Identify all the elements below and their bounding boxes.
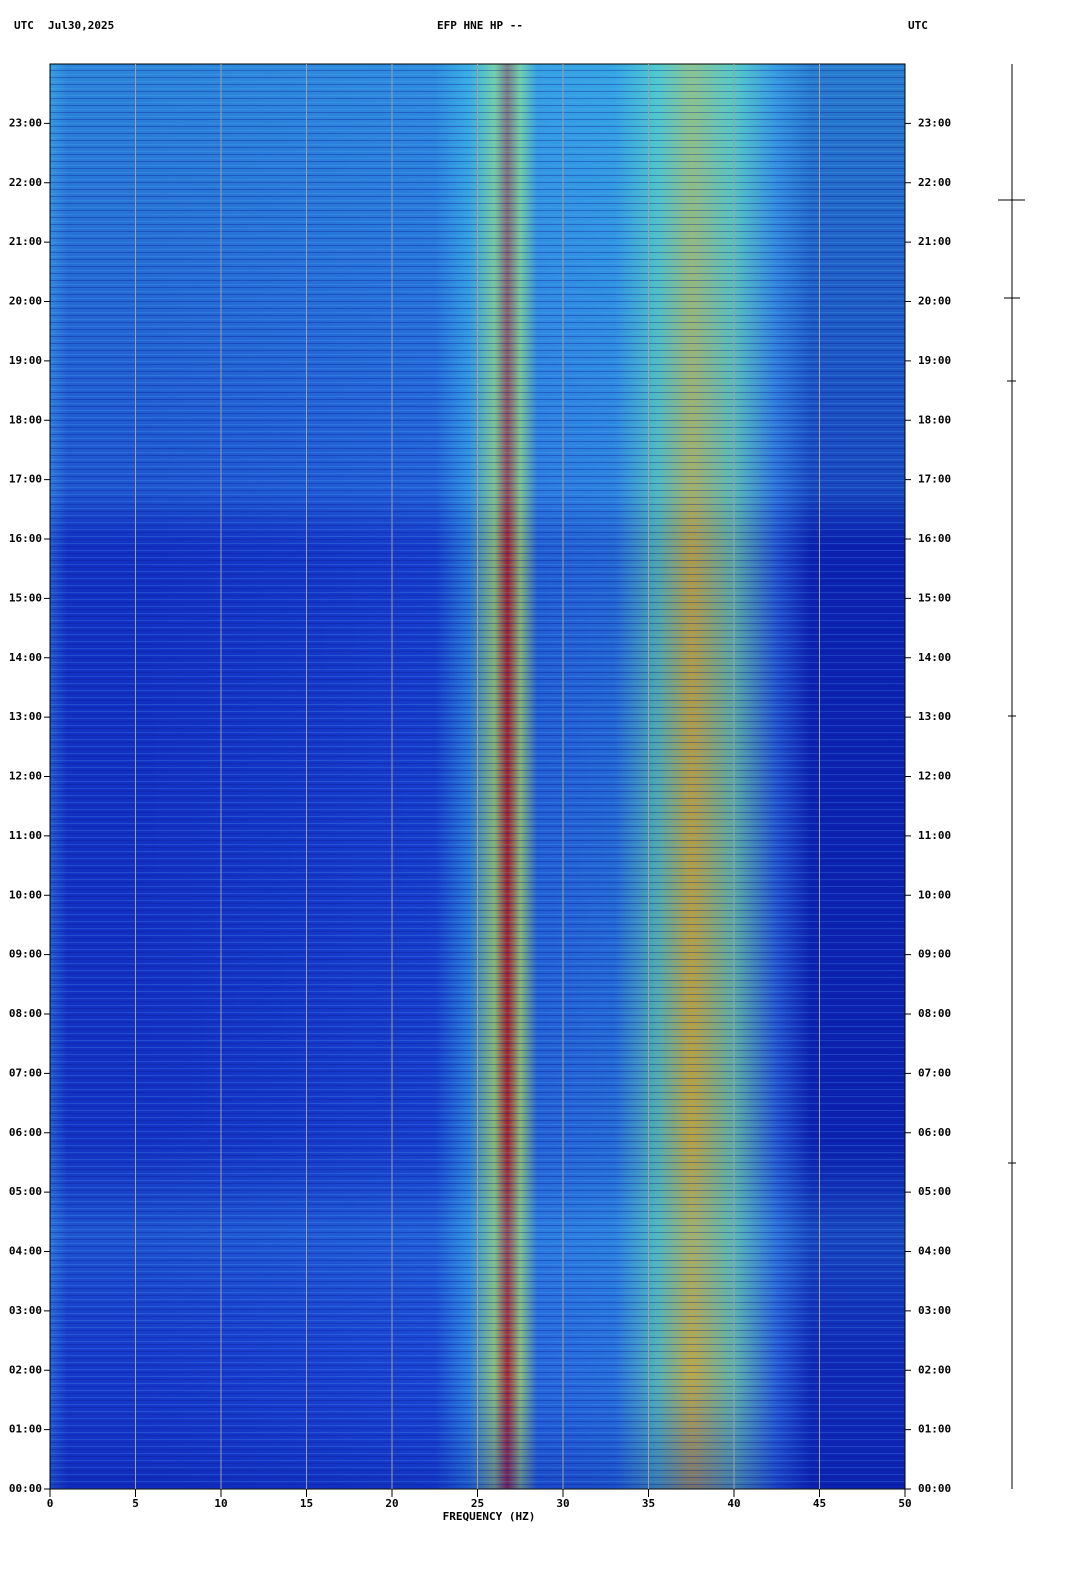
y-tick-label: 22:00 (918, 176, 951, 189)
x-tick-label: 35 (642, 1497, 655, 1510)
y-tick-label: 20:00 (918, 295, 951, 308)
y-tick-label: 11:00 (918, 829, 951, 842)
x-tick-label: 40 (727, 1497, 740, 1510)
y-tick-label: 16:00 (918, 532, 951, 545)
y-tick-label: 04:00 (918, 1245, 951, 1258)
chart-title: EFP HNE HP -- (437, 19, 523, 32)
y-tick-label: 01:00 (918, 1423, 951, 1436)
y-tick-label: 15:00 (9, 591, 42, 604)
y-tick-label: 10:00 (918, 888, 951, 901)
y-tick-label: 09:00 (918, 948, 951, 961)
y-tick-label: 02:00 (918, 1363, 951, 1376)
y-tick-label: 14:00 (918, 651, 951, 664)
y-tick-label: 05:00 (918, 1185, 951, 1198)
y-tick-label: 16:00 (9, 532, 42, 545)
y-tick-label: 09:00 (9, 948, 42, 961)
y-tick-label: 12:00 (9, 770, 42, 783)
date: Jul30,2025 (48, 19, 114, 32)
timezone-left: UTC (14, 19, 34, 32)
y-tick-label: 15:00 (918, 591, 951, 604)
y-tick-label: 18:00 (9, 413, 42, 426)
y-tick-label: 00:00 (9, 1482, 42, 1495)
y-tick-label: 23:00 (9, 116, 42, 129)
y-tick-label: 22:00 (9, 176, 42, 189)
y-tick-label: 01:00 (9, 1423, 42, 1436)
x-tick-label: 10 (214, 1497, 227, 1510)
y-tick-label: 14:00 (9, 651, 42, 664)
x-tick-label: 30 (556, 1497, 569, 1510)
timezone-right: UTC (908, 19, 928, 32)
y-tick-label: 03:00 (9, 1304, 42, 1317)
y-tick-label: 06:00 (9, 1126, 42, 1139)
x-tick-label: 0 (47, 1497, 54, 1510)
y-tick-label: 23:00 (918, 116, 951, 129)
y-tick-label: 03:00 (918, 1304, 951, 1317)
y-tick-label: 17:00 (9, 473, 42, 486)
y-tick-label: 12:00 (918, 770, 951, 783)
y-tick-label: 21:00 (918, 235, 951, 248)
y-tick-label: 13:00 (918, 710, 951, 723)
y-tick-label: 04:00 (9, 1245, 42, 1258)
y-tick-label: 19:00 (918, 354, 951, 367)
x-tick-label: 20 (385, 1497, 398, 1510)
y-tick-label: 10:00 (9, 888, 42, 901)
x-tick-label: 25 (471, 1497, 484, 1510)
y-tick-label: 05:00 (9, 1185, 42, 1198)
y-tick-label: 02:00 (9, 1363, 42, 1376)
y-tick-label: 13:00 (9, 710, 42, 723)
x-tick-label: 15 (300, 1497, 313, 1510)
y-tick-label: 07:00 (9, 1066, 42, 1079)
y-tick-label: 18:00 (918, 413, 951, 426)
y-tick-label: 07:00 (918, 1066, 951, 1079)
y-tick-label: 11:00 (9, 829, 42, 842)
y-tick-label: 08:00 (9, 1007, 42, 1020)
y-tick-label: 20:00 (9, 295, 42, 308)
y-tick-label: 06:00 (918, 1126, 951, 1139)
y-tick-label: 00:00 (918, 1482, 951, 1495)
y-tick-label: 08:00 (918, 1007, 951, 1020)
x-tick-label: 5 (132, 1497, 139, 1510)
x-tick-label: 45 (813, 1497, 826, 1510)
y-tick-label: 21:00 (9, 235, 42, 248)
y-tick-label: 19:00 (9, 354, 42, 367)
x-axis-label: FREQUENCY (HZ) (443, 1510, 536, 1523)
x-tick-label: 50 (898, 1497, 911, 1510)
y-tick-label: 17:00 (918, 473, 951, 486)
trace-panel (998, 64, 1025, 1489)
